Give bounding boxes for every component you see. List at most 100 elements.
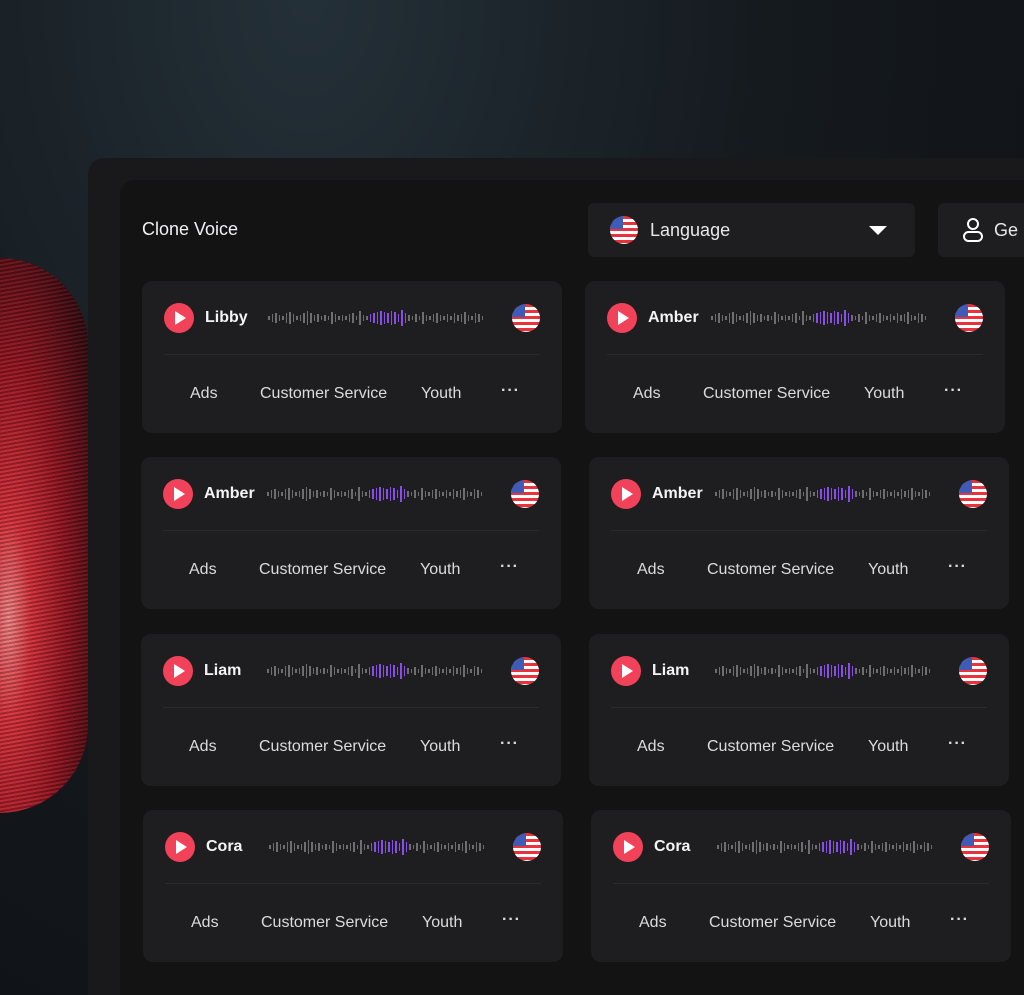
- waveform-bar: [309, 489, 311, 499]
- tag-ads[interactable]: Ads: [637, 561, 665, 578]
- waveform-bar: [272, 843, 274, 851]
- tag-youth[interactable]: Youth: [870, 914, 911, 931]
- tag-ads[interactable]: Ads: [639, 914, 667, 931]
- waveform-bar: [823, 665, 825, 677]
- waveform-bar: [316, 490, 318, 498]
- waveform[interactable]: [715, 662, 945, 680]
- waveform-bar: [889, 314, 891, 322]
- play-button[interactable]: [165, 832, 195, 862]
- waveform-bar: [361, 668, 363, 674]
- waveform-bar: [858, 669, 860, 673]
- tag-ads[interactable]: Ads: [190, 385, 218, 402]
- waveform[interactable]: [269, 838, 499, 856]
- waveform[interactable]: [268, 309, 498, 327]
- waveform-bar: [916, 844, 918, 850]
- play-button[interactable]: [164, 303, 194, 333]
- waveform[interactable]: [711, 309, 941, 327]
- waveform-bar: [368, 667, 370, 675]
- waveform-bar: [925, 667, 927, 675]
- waveform-bar: [876, 669, 878, 673]
- waveform-bar: [795, 313, 797, 323]
- waveform-bar: [355, 316, 357, 320]
- voice-name: Amber: [648, 309, 699, 326]
- waveform-bar: [384, 841, 386, 853]
- waveform-bar: [304, 842, 306, 852]
- waveform-bar: [320, 316, 322, 320]
- tag-ads[interactable]: Ads: [191, 914, 219, 931]
- waveform-bar: [365, 669, 367, 673]
- language-dropdown[interactable]: Language: [588, 203, 915, 257]
- waveform-bar: [917, 313, 919, 323]
- waveform-bar: [283, 845, 285, 849]
- play-button[interactable]: [611, 479, 641, 509]
- more-options-button[interactable]: ···: [502, 911, 521, 928]
- tag-customer-service[interactable]: Customer Service: [707, 561, 835, 578]
- waveform-bar: [841, 488, 843, 500]
- tag-ads[interactable]: Ads: [189, 561, 217, 578]
- waveform-bar: [757, 666, 759, 676]
- waveform-bar: [855, 491, 857, 497]
- waveform[interactable]: [267, 662, 497, 680]
- tag-ads[interactable]: Ads: [189, 738, 217, 755]
- more-options-button[interactable]: ···: [501, 382, 520, 399]
- more-options-button[interactable]: ···: [948, 735, 967, 752]
- play-button[interactable]: [611, 656, 641, 686]
- tag-customer-service[interactable]: Customer Service: [709, 914, 837, 931]
- waveform-bar: [888, 844, 890, 850]
- waveform-bar: [330, 665, 332, 677]
- tag-customer-service[interactable]: Customer Service: [703, 385, 831, 402]
- waveform-bar: [356, 845, 358, 849]
- waveform-bar: [900, 489, 902, 499]
- play-button[interactable]: [607, 303, 637, 333]
- waveform-bar: [442, 492, 444, 496]
- play-button[interactable]: [163, 479, 193, 509]
- waveform-bar: [435, 489, 437, 499]
- tag-customer-service[interactable]: Customer Service: [260, 385, 388, 402]
- waveform-bar: [328, 845, 330, 849]
- waveform-bar: [806, 664, 808, 678]
- tag-youth[interactable]: Youth: [420, 561, 461, 578]
- waveform-bar: [822, 842, 824, 852]
- tag-customer-service[interactable]: Customer Service: [261, 914, 389, 931]
- more-options-button[interactable]: ···: [944, 382, 963, 399]
- tag-youth[interactable]: Youth: [868, 561, 909, 578]
- gender-dropdown[interactable]: Ge: [938, 203, 1024, 257]
- tag-youth[interactable]: Youth: [422, 914, 463, 931]
- tag-youth[interactable]: Youth: [421, 385, 462, 402]
- more-options-button[interactable]: ···: [950, 911, 969, 928]
- waveform-bar: [269, 845, 271, 849]
- waveform-bar: [904, 491, 906, 497]
- waveform-bar: [924, 316, 926, 320]
- voice-name: Cora: [654, 838, 691, 855]
- waveform-bar: [774, 669, 776, 673]
- play-button[interactable]: [613, 832, 643, 862]
- play-button[interactable]: [163, 656, 193, 686]
- waveform-bar: [386, 489, 388, 499]
- tag-youth[interactable]: Youth: [420, 738, 461, 755]
- tag-customer-service[interactable]: Customer Service: [259, 738, 387, 755]
- us-flag-icon: [961, 833, 989, 861]
- waveform-bar: [890, 492, 892, 496]
- tag-customer-service[interactable]: Customer Service: [707, 738, 835, 755]
- waveform-bar: [410, 492, 412, 496]
- more-options-button[interactable]: ···: [500, 558, 519, 575]
- tag-ads[interactable]: Ads: [637, 738, 665, 755]
- waveform[interactable]: [267, 485, 497, 503]
- tag-youth[interactable]: Youth: [864, 385, 905, 402]
- waveform[interactable]: [715, 485, 945, 503]
- waveform-bar: [270, 490, 272, 498]
- divider: [613, 883, 989, 884]
- tag-customer-service[interactable]: Customer Service: [259, 561, 387, 578]
- more-options-button[interactable]: ···: [948, 558, 967, 575]
- waveform-bar: [732, 489, 734, 499]
- waveform[interactable]: [717, 838, 947, 856]
- tag-youth[interactable]: Youth: [868, 738, 909, 755]
- waveform-bar: [771, 668, 773, 674]
- waveform-bar: [872, 491, 874, 497]
- decorative-red-sphere: [0, 258, 88, 813]
- waveform-bar: [925, 490, 927, 498]
- waveform-bar: [910, 315, 912, 321]
- more-options-button[interactable]: ···: [500, 735, 519, 752]
- tag-ads[interactable]: Ads: [633, 385, 661, 402]
- waveform-bar: [774, 312, 776, 324]
